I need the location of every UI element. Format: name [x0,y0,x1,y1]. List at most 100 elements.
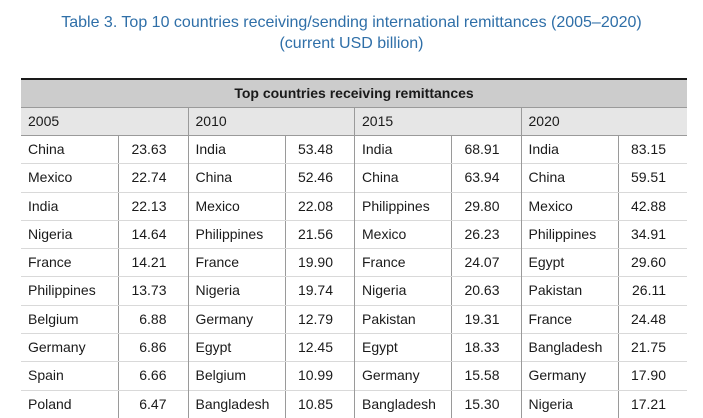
value-cell: 26.11 [617,277,687,305]
country-cell: Mexico [362,225,407,242]
table-row: Egypt 12.45 [188,333,354,362]
value-cell: 13.73 [118,277,188,305]
country-cell: Bangladesh [528,339,603,356]
value-cell: 59.51 [617,164,687,192]
country-cell: Spain [28,367,64,384]
value-cell: 34.91 [617,220,687,249]
table-row: Spain 6.66 [21,361,188,390]
table-row: Nigeria 19.74 [188,276,354,305]
table-row: France 24.48 [521,304,687,334]
year-header-row: 2005 2010 2015 2020 [21,107,687,135]
table-row: Bangladesh 15.30 [355,389,521,418]
country-cell: Egypt [362,339,398,356]
table-row: India 53.48 [188,135,354,164]
table-row: Nigeria 14.64 [21,219,188,249]
country-cell: India [195,141,226,157]
table-row: Germany 6.86 [21,333,188,362]
value-cell: 21.56 [284,220,354,249]
country-cell: India [362,141,393,157]
table-row: Bangladesh 21.75 [521,333,687,362]
country-cell: Philippines [528,225,597,242]
table-row: China 52.46 [188,163,354,192]
value-cell: 42.88 [617,192,687,220]
country-cell: Nigeria [528,395,573,412]
table-row: India 68.91 [355,135,521,164]
value-cell: 15.30 [451,390,520,418]
value-cell: 18.33 [451,334,520,362]
value-cell: 19.90 [284,249,354,277]
value-cell: 6.66 [118,362,188,390]
table-row: Belgium 10.99 [188,361,354,390]
table-row: France 24.07 [355,248,521,277]
value-cell: 6.88 [118,305,188,334]
value-cell: 15.58 [451,362,520,390]
table-row: Germany 15.58 [355,361,521,390]
country-cell: Nigeria [28,225,73,242]
table-row: Pakistan 26.11 [521,276,687,305]
value-cell: 29.80 [451,192,520,220]
country-cell: China [28,141,65,157]
value-cell: 53.48 [284,136,354,164]
value-cell: 19.31 [451,305,520,334]
value-cell: 26.23 [451,220,520,249]
country-cell: Pakistan [528,282,583,299]
value-cell: 10.85 [284,390,354,418]
value-cell: 10.99 [284,362,354,390]
country-cell: India [28,197,59,214]
value-cell: 68.91 [451,136,520,164]
value-cell: 14.64 [118,220,188,249]
year-column-group: India 83.15 China 59.51 Mexico 42.88 Philippin… [520,135,687,418]
table-row: Mexico 22.74 [21,163,188,192]
country-cell: Germany [195,310,254,327]
country-cell: Germany [362,367,420,384]
country-cell: Pakistan [362,310,416,327]
value-cell: 21.75 [617,334,687,362]
table-row: Pakistan 19.31 [355,304,521,334]
table-row: Nigeria 17.21 [521,389,687,418]
table-body: China 23.63 Mexico 22.74 India 22.13 Nigeria 14… [21,135,687,418]
table-row: Mexico 26.23 [355,219,521,249]
year-column-group: India 53.48 China 52.46 Mexico 22.08 Philippin… [187,135,354,418]
year-header: 2005 [28,113,60,129]
country-cell: Nigeria [195,282,240,299]
year-column-group: China 23.63 Mexico 22.74 India 22.13 Nigeria 14… [21,135,188,418]
value-cell: 23.63 [118,136,188,164]
country-cell: China [195,169,233,186]
value-cell: 12.79 [284,305,354,334]
value-cell: 14.21 [118,249,188,277]
country-cell: Mexico [195,197,240,214]
value-cell: 6.47 [118,390,188,418]
country-cell: Mexico [28,169,73,186]
table-title-line2: (current USD billion) [279,35,424,52]
table-row: Egypt 29.60 [521,248,687,277]
value-cell: 22.13 [118,192,188,220]
table-row: Germany 17.90 [521,361,687,390]
country-cell: Bangladesh [195,395,270,412]
country-cell: India [528,141,559,157]
value-cell: 20.63 [451,277,520,305]
country-cell: Philippines [362,197,430,214]
table-row: Mexico 42.88 [521,191,687,220]
country-cell: Mexico [528,197,573,214]
country-cell: Egypt [195,339,232,356]
table-row: Poland 6.47 [21,389,188,418]
value-cell: 17.90 [617,362,687,390]
country-cell: France [195,254,240,271]
year-column-group: India 68.91 China 63.94 Philippines 29.80 Mexi… [354,135,521,418]
country-cell: Belgium [195,367,247,384]
country-cell: France [28,254,72,271]
country-cell: Philippines [28,282,96,299]
table-row: Mexico 22.08 [188,191,354,220]
table-row: Germany 12.79 [188,304,354,334]
table-caption: Top countries receiving remittances [21,78,687,107]
country-cell: Germany [28,339,86,356]
country-cell: China [362,169,399,186]
table-row: Egypt 18.33 [355,333,521,362]
year-header: 2020 [520,108,688,135]
table-row: France 14.21 [21,248,188,277]
table-row: India 83.15 [521,135,687,164]
country-cell: Poland [28,395,72,412]
remittances-table: Top countries receiving remittances 2005… [21,78,687,418]
value-cell: 52.46 [284,164,354,192]
country-cell: France [528,310,573,327]
